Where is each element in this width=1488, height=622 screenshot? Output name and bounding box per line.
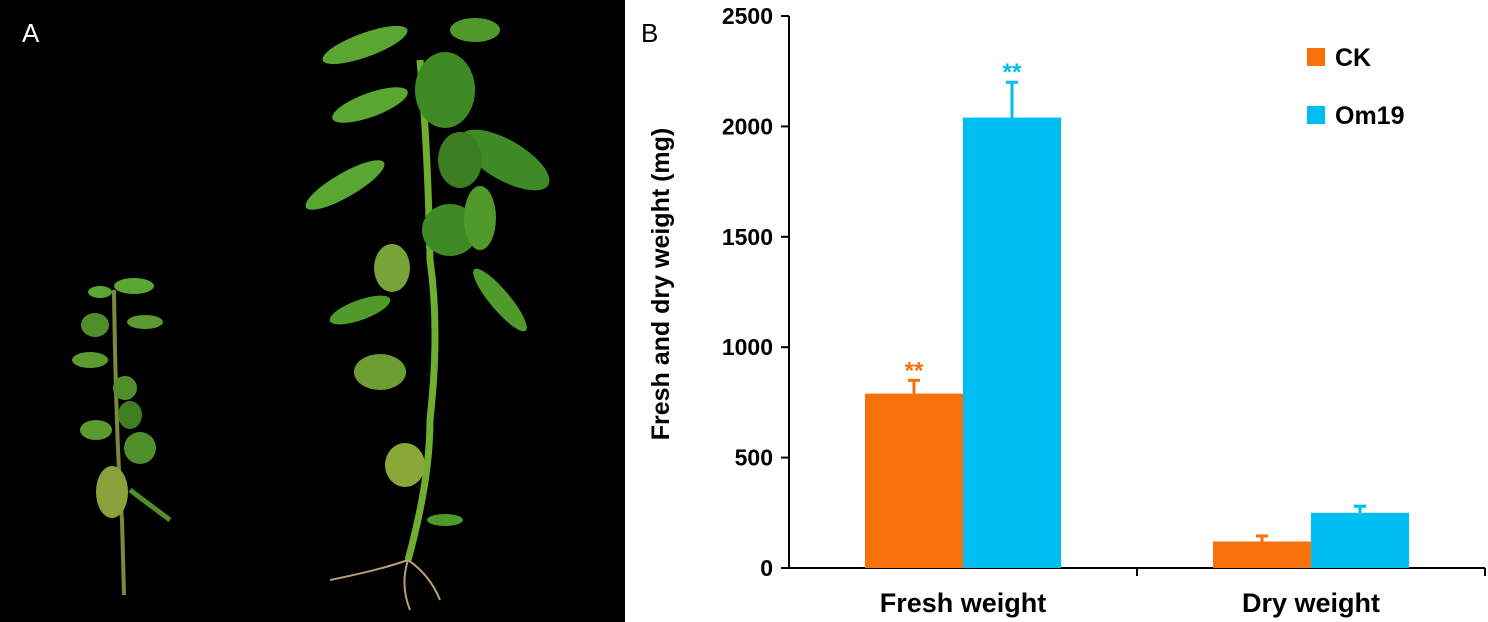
- y-tick-label: 1500: [722, 224, 773, 250]
- significance-marker: **: [905, 357, 924, 384]
- y-tick-label: 0: [760, 555, 773, 581]
- y-axis-label: Fresh and dry weight (mg): [647, 128, 675, 441]
- bar-om19-0: [963, 117, 1061, 569]
- legend-swatch-om19: [1307, 106, 1325, 124]
- significance-marker: **: [1003, 59, 1022, 86]
- legend-label-ck: CK: [1335, 44, 1371, 72]
- large-plant-icon: [305, 18, 550, 611]
- legend-swatch-ck: [1307, 48, 1325, 66]
- bar-om19-1: [1311, 512, 1409, 568]
- panel-a-label: A: [22, 18, 40, 48]
- x-tick-label: Dry weight: [1242, 588, 1380, 618]
- panel-b-label: B: [641, 18, 659, 48]
- plant-photo: [72, 18, 550, 611]
- y-tick-label: 500: [735, 445, 773, 471]
- legend-label-om19: Om19: [1335, 102, 1404, 130]
- small-plant-icon: [72, 278, 172, 596]
- weight-bar-chart: ** ** 0 500 1000 1500 2000 2500 Fresh weight Dry…: [647, 3, 1486, 618]
- bar-ck-0: [865, 393, 963, 568]
- y-tick-label: 2000: [722, 113, 773, 139]
- y-tick-label: 2500: [722, 3, 773, 29]
- plant-photo-panel: A: [0, 0, 625, 622]
- x-tick-label: Fresh weight: [880, 588, 1047, 618]
- y-tick-label: 1000: [722, 334, 773, 360]
- bar-ck-1: [1213, 541, 1311, 568]
